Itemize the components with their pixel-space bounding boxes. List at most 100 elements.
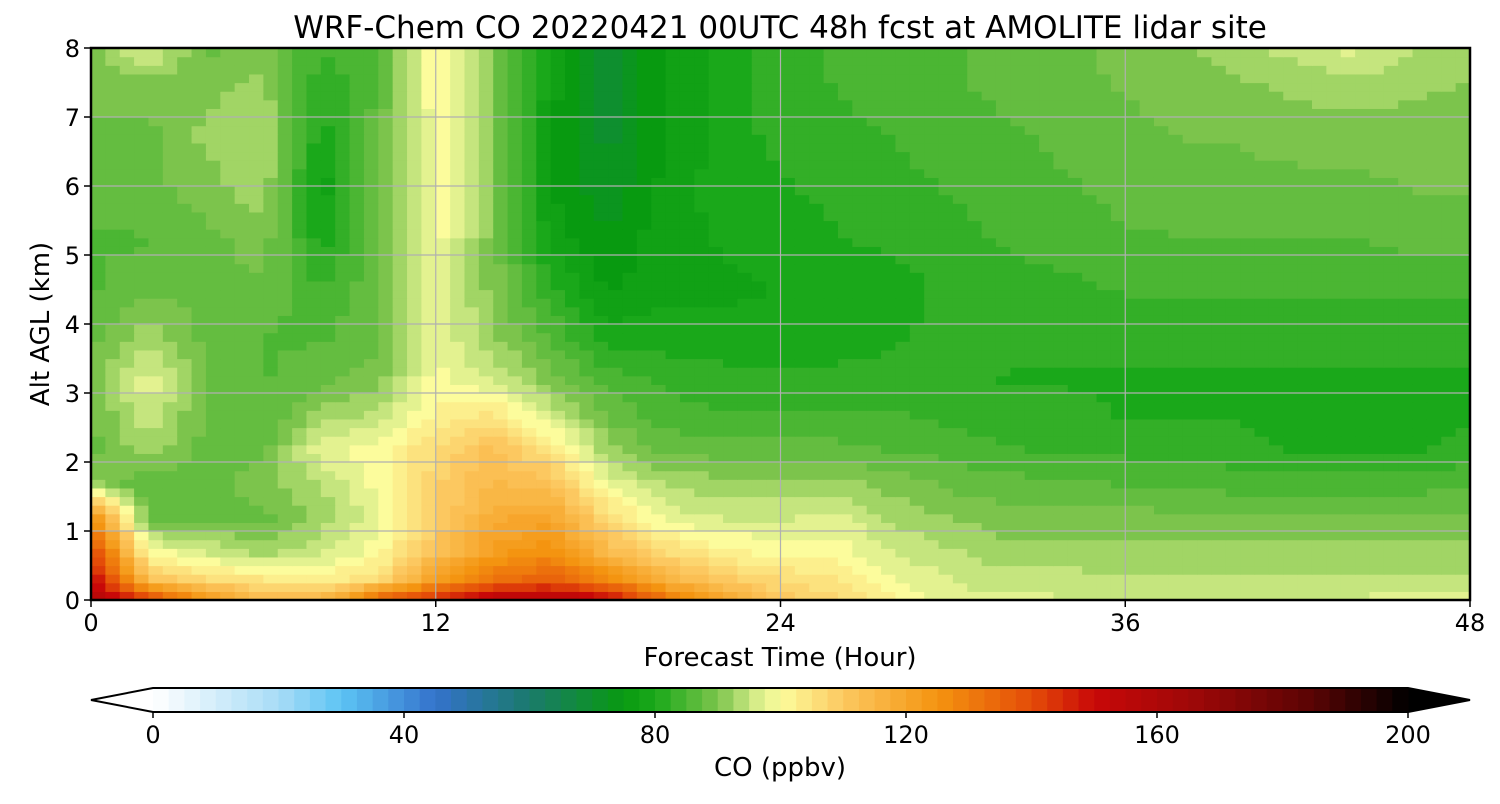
heatmap-cell: [1254, 168, 1270, 178]
heatmap-cell: [1125, 556, 1141, 567]
heatmap-cell: [1125, 548, 1141, 558]
heatmap-cell: [177, 246, 193, 256]
heatmap-cell: [349, 168, 365, 178]
heatmap-cell: [435, 522, 451, 532]
heatmap-cell: [493, 375, 509, 385]
heatmap-cell: [708, 496, 724, 506]
heatmap-cell: [162, 513, 178, 523]
heatmap-cell: [881, 522, 897, 532]
heatmap-cell: [1125, 332, 1141, 342]
heatmap-cell: [1326, 453, 1342, 463]
heatmap-cell: [220, 393, 236, 403]
heatmap-cell: [148, 280, 164, 291]
heatmap-cell: [1197, 531, 1213, 541]
heatmap-cell: [1326, 280, 1342, 291]
heatmap-cell: [1024, 349, 1040, 360]
heatmap-cell: [1240, 418, 1256, 429]
heatmap-cell: [622, 263, 638, 273]
heatmap-cell: [565, 410, 580, 420]
heatmap-cell: [1283, 462, 1299, 472]
heatmap-cell: [1024, 548, 1040, 558]
heatmap-cell: [349, 332, 365, 342]
heatmap-cell: [1412, 315, 1428, 325]
heatmap-cell: [967, 255, 983, 265]
heatmap-cell: [162, 246, 178, 256]
heatmap-cell: [119, 574, 135, 584]
heatmap-cell: [1024, 436, 1040, 446]
heatmap-cell: [1340, 522, 1356, 532]
heatmap-cell: [1383, 470, 1399, 480]
heatmap-cell: [694, 574, 710, 584]
heatmap-cell: [507, 462, 523, 472]
heatmap-cell: [723, 298, 738, 308]
heatmap-cell: [1398, 289, 1414, 299]
heatmap-cell: [981, 315, 997, 325]
heatmap-cell: [909, 272, 925, 282]
heatmap-cell: [378, 306, 394, 316]
heatmap-cell: [1254, 298, 1270, 308]
heatmap-cell: [1053, 531, 1069, 541]
heatmap-cell: [205, 168, 221, 178]
heatmap-cell: [1168, 574, 1184, 584]
heatmap-cell: [895, 306, 911, 316]
heatmap-cell: [1268, 315, 1284, 325]
heatmap-cell: [1153, 591, 1169, 600]
heatmap-cell: [995, 505, 1011, 515]
heatmap-cell: [493, 349, 509, 360]
heatmap-cell: [679, 151, 695, 161]
heatmap-cell: [521, 539, 537, 549]
heatmap-cell: [1268, 246, 1284, 256]
heatmap-cell: [177, 367, 193, 377]
heatmap-cell: [335, 418, 351, 429]
heatmap-cell: [1024, 358, 1040, 368]
heatmap-cell: [866, 349, 882, 360]
heatmap-cell: [1182, 582, 1198, 592]
heatmap-cell: [1311, 332, 1327, 342]
heatmap-cell: [1254, 237, 1270, 247]
heatmap-cell: [1139, 375, 1155, 385]
heatmap-cell: [134, 160, 150, 170]
heatmap-cell: [435, 211, 451, 222]
heatmap-cell: [794, 280, 810, 291]
heatmap-cell: [608, 237, 624, 247]
heatmap-cell: [177, 186, 193, 196]
heatmap-cell: [608, 229, 624, 239]
heatmap-cell: [507, 444, 523, 454]
heatmap-cell: [1082, 375, 1098, 385]
heatmap-cell: [924, 574, 940, 584]
heatmap-cell: [320, 255, 336, 265]
heatmap-cell: [407, 358, 422, 368]
heatmap-cell: [1010, 427, 1026, 437]
heatmap-cell: [809, 289, 825, 299]
heatmap-cell: [105, 436, 121, 446]
heatmap-cell: [565, 358, 580, 368]
heatmap-cell: [823, 349, 839, 360]
heatmap-cell: [1110, 324, 1126, 334]
heatmap-cell: [1225, 418, 1241, 429]
heatmap-cell: [952, 539, 968, 549]
heatmap-cell: [91, 401, 106, 411]
heatmap-cell: [751, 462, 767, 472]
heatmap-cell: [349, 522, 365, 532]
heatmap-cell: [723, 194, 738, 204]
heatmap-cell: [1441, 522, 1457, 532]
heatmap-cell: [320, 298, 336, 308]
heatmap-cell: [794, 591, 810, 600]
heatmap-cell: [665, 186, 681, 196]
heatmap-cell: [521, 505, 537, 515]
heatmap-cell: [1039, 220, 1055, 230]
heatmap-cell: [967, 168, 983, 178]
heatmap-cell: [407, 539, 422, 549]
heatmap-cell: [205, 375, 221, 385]
heatmap-cell: [464, 272, 480, 282]
heatmap-cell: [249, 591, 264, 600]
heatmap-cell: [593, 513, 609, 523]
heatmap-cell: [1355, 418, 1371, 429]
heatmap-cell: [708, 522, 724, 532]
heatmap-cell: [952, 177, 968, 187]
heatmap-cell: [1211, 556, 1227, 567]
heatmap-cell: [105, 160, 121, 170]
heatmap-cell: [1268, 436, 1284, 446]
heatmap-cell: [292, 272, 308, 282]
heatmap-cell: [636, 470, 652, 480]
